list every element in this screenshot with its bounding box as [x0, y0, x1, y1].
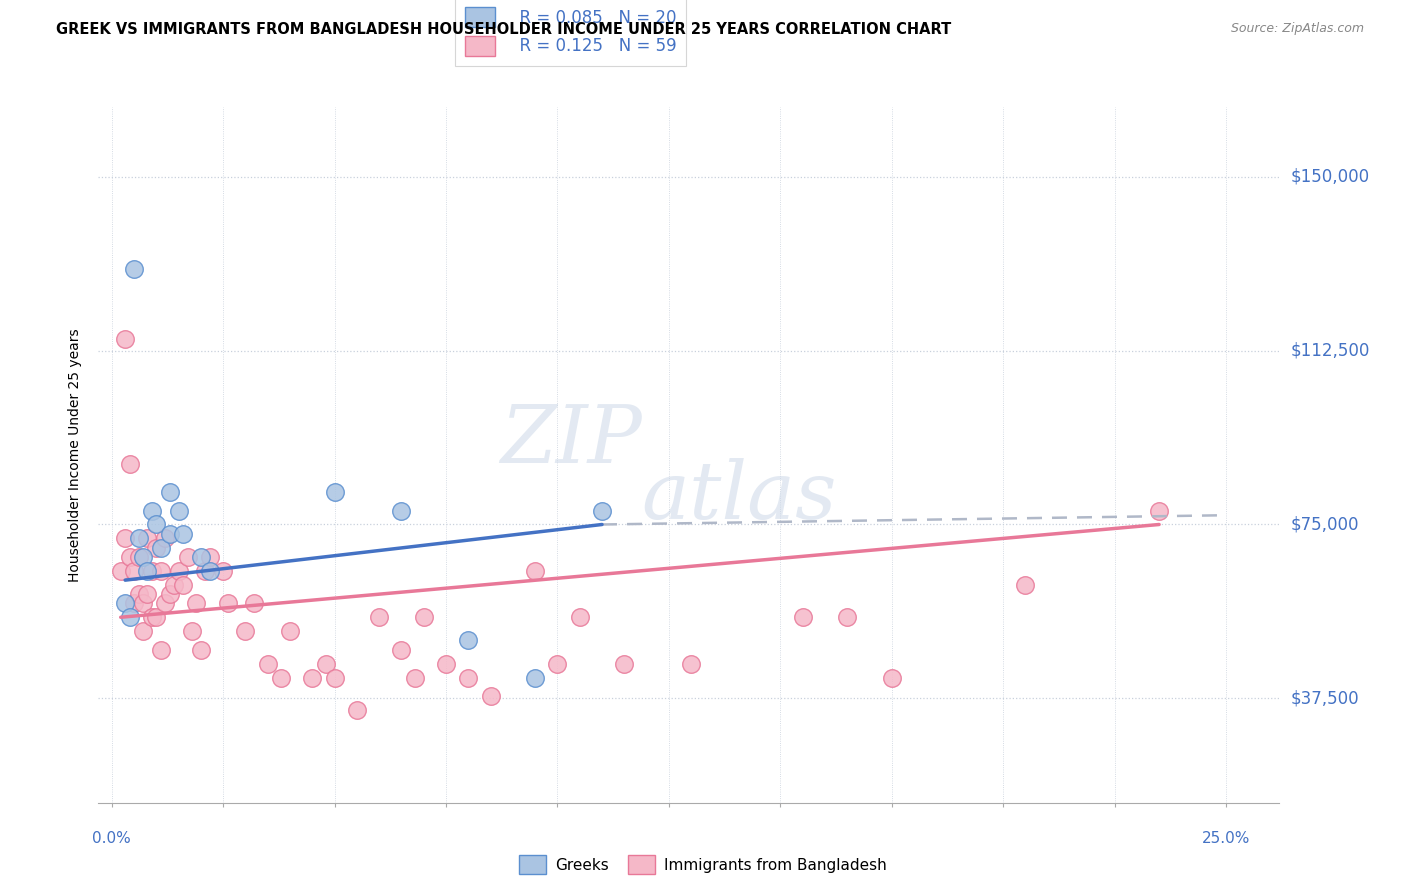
Point [479, 689, 502, 703]
Point [1014, 578, 1036, 592]
Point [181, 624, 204, 639]
Point [270, 671, 292, 685]
Text: $112,500: $112,500 [1291, 342, 1369, 359]
Point [315, 657, 337, 671]
Point [243, 596, 266, 610]
Point [457, 671, 479, 685]
Point [141, 564, 163, 578]
Point [136, 532, 159, 546]
Point [880, 671, 903, 685]
Point [186, 596, 208, 610]
Point [122, 596, 145, 610]
Y-axis label: Householder Income Under 25 years: Householder Income Under 25 years [69, 328, 83, 582]
Point [1147, 503, 1170, 517]
Point [145, 517, 167, 532]
Point [457, 633, 479, 648]
Point [149, 541, 172, 555]
Point [122, 262, 145, 277]
Point [323, 671, 346, 685]
Point [114, 332, 136, 346]
Point [546, 657, 568, 671]
Point [167, 503, 190, 517]
Point [114, 532, 136, 546]
Point [591, 503, 613, 517]
Point [256, 657, 278, 671]
Point [172, 578, 194, 592]
Point [792, 610, 814, 624]
Point [118, 457, 141, 471]
Point [122, 564, 145, 578]
Point [118, 610, 141, 624]
Point [159, 587, 181, 601]
Point [136, 564, 159, 578]
Point [132, 624, 155, 639]
Point [301, 671, 323, 685]
Point [159, 485, 181, 500]
Point [155, 532, 177, 546]
Point [141, 610, 163, 624]
Point [149, 642, 172, 657]
Point [524, 564, 547, 578]
Point [114, 596, 136, 610]
Point [568, 610, 591, 624]
Point [110, 564, 132, 578]
Point [404, 671, 426, 685]
Point [217, 596, 239, 610]
Point [167, 564, 190, 578]
Point [837, 610, 859, 624]
Point [159, 526, 181, 541]
Point [194, 564, 217, 578]
Point [198, 549, 221, 564]
Point [172, 526, 194, 541]
Point [118, 549, 141, 564]
Point [176, 549, 198, 564]
Text: Source: ZipAtlas.com: Source: ZipAtlas.com [1230, 22, 1364, 36]
Point [128, 532, 150, 546]
Point [346, 703, 368, 717]
Text: ZIP: ZIP [501, 402, 641, 480]
Text: atlas: atlas [641, 458, 837, 535]
Text: $37,500: $37,500 [1291, 690, 1360, 707]
Point [190, 549, 212, 564]
Point [368, 610, 391, 624]
Point [136, 587, 159, 601]
Point [141, 503, 163, 517]
Text: $75,000: $75,000 [1291, 516, 1360, 533]
Point [198, 564, 221, 578]
Point [681, 657, 703, 671]
Point [278, 624, 301, 639]
Point [412, 610, 434, 624]
Point [132, 549, 155, 564]
Point [145, 610, 167, 624]
Point [132, 596, 155, 610]
Point [391, 642, 413, 657]
Point [235, 624, 257, 639]
Point [128, 587, 150, 601]
Point [190, 642, 212, 657]
Text: 25.0%: 25.0% [1202, 830, 1250, 846]
Legend:   R = 0.085   N = 20,   R = 0.125   N = 59: R = 0.085 N = 20, R = 0.125 N = 59 [456, 0, 686, 66]
Text: GREEK VS IMMIGRANTS FROM BANGLADESH HOUSEHOLDER INCOME UNDER 25 YEARS CORRELATIO: GREEK VS IMMIGRANTS FROM BANGLADESH HOUS… [56, 22, 952, 37]
Text: $150,000: $150,000 [1291, 168, 1369, 186]
Point [434, 657, 457, 671]
Point [155, 596, 177, 610]
Point [524, 671, 547, 685]
Point [163, 578, 186, 592]
Point [391, 503, 413, 517]
Point [212, 564, 235, 578]
Text: 0.0%: 0.0% [93, 830, 131, 846]
Point [149, 564, 172, 578]
Legend: Greeks, Immigrants from Bangladesh: Greeks, Immigrants from Bangladesh [513, 849, 893, 880]
Point [323, 485, 346, 500]
Point [128, 549, 150, 564]
Point [613, 657, 636, 671]
Point [145, 541, 167, 555]
